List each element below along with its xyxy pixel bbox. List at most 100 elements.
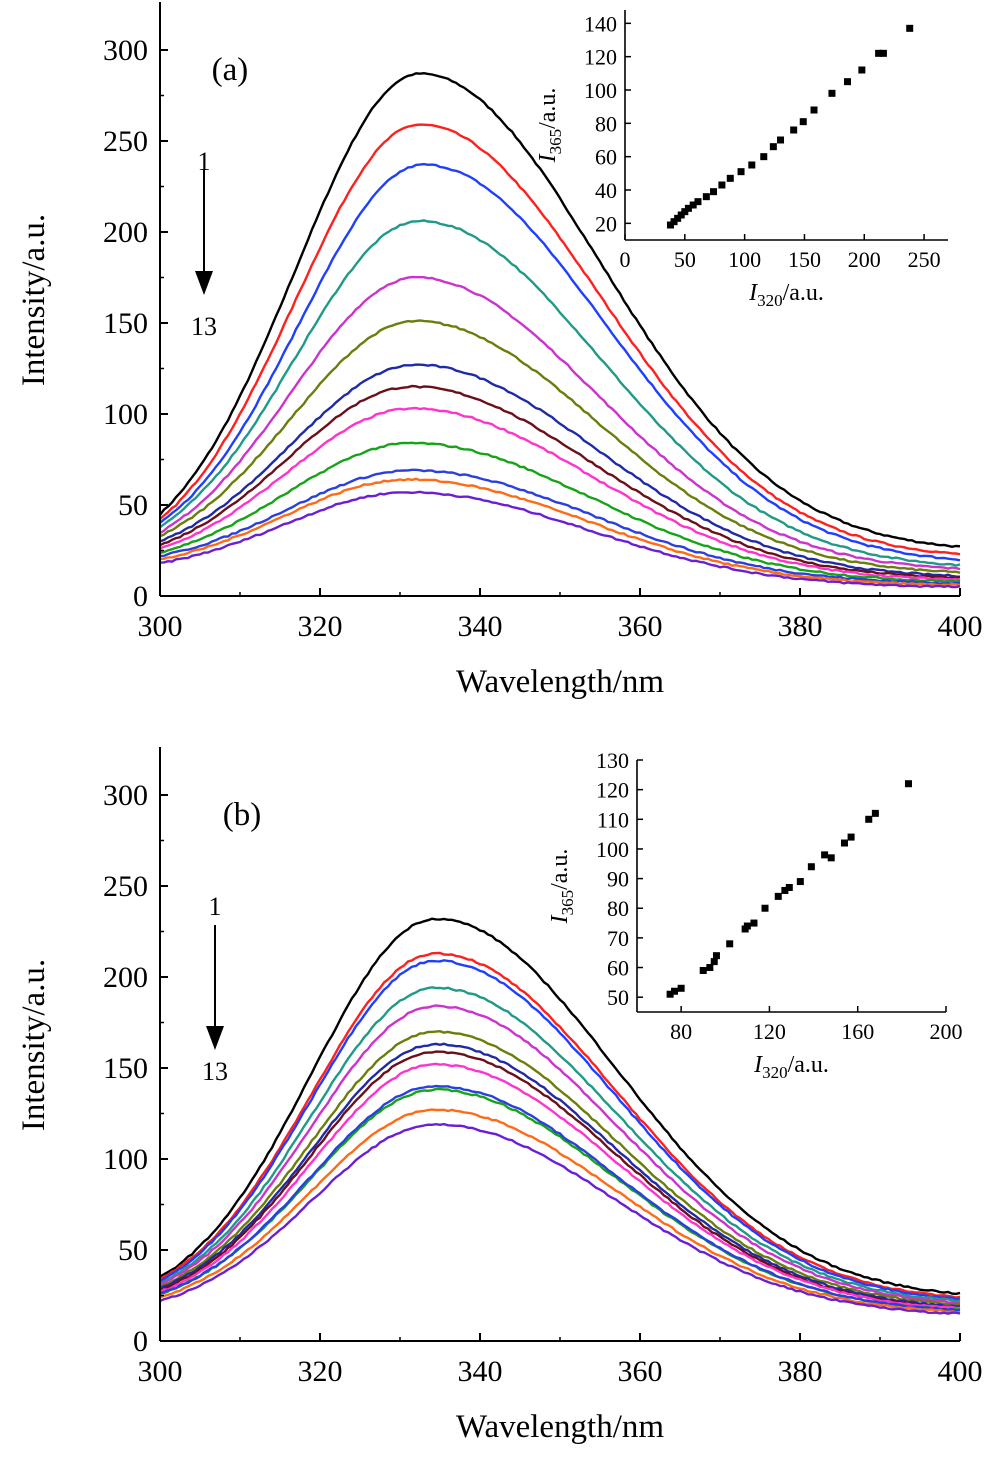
inset-data-point	[858, 66, 866, 74]
series-line-4	[159, 219, 961, 567]
inset-y-tick-label: 60	[607, 956, 629, 981]
series-line-8	[159, 384, 961, 580]
inset-data-point	[904, 780, 912, 788]
trend-arrow-head	[206, 1026, 224, 1050]
series-line-12	[159, 477, 961, 587]
inset-y-tick-label: 80	[607, 896, 629, 921]
inset-y-tick-label: 60	[595, 145, 617, 170]
inset-y-tick-label: 70	[607, 926, 629, 951]
inset-data-point	[699, 966, 707, 974]
x-tick-label: 380	[778, 610, 823, 643]
series-line-9	[159, 1062, 961, 1310]
series-line-3	[159, 162, 961, 562]
inset-data-point	[674, 214, 682, 222]
arrow-end-label: 13	[191, 312, 217, 341]
inset-y-tick-label: 130	[596, 748, 629, 773]
inset-plot: 0 50 100 150 200 250 20 40 60 80 100 120 140 I320/a.u…	[535, 10, 948, 310]
inset-data-point	[774, 892, 782, 900]
inset-data-point	[712, 952, 720, 960]
x-tick-label: 320	[298, 1355, 343, 1388]
inset-x-tick-label: 50	[674, 247, 696, 272]
inset-data-point	[871, 809, 879, 817]
arrow-end-label: 13	[202, 1057, 228, 1086]
y-tick-label: 200	[103, 961, 148, 994]
inset-data-point	[828, 89, 836, 97]
inset-data-point	[710, 188, 718, 196]
x-tick-label: 340	[458, 1355, 503, 1388]
inset-data-point	[865, 815, 873, 823]
inset-data-point	[681, 208, 689, 216]
inset-data-point	[761, 904, 769, 912]
arrow-start-label: 1	[198, 147, 211, 176]
x-tick-label: 360	[618, 1355, 663, 1388]
x-tick-label: 400	[938, 610, 983, 643]
inset-data-point	[796, 878, 804, 886]
inset-x-tick-label: 120	[753, 1019, 786, 1044]
x-tick-label: 340	[458, 610, 503, 643]
inset-data-point	[666, 221, 674, 229]
series-line-11	[159, 1084, 961, 1312]
inset-data-point	[748, 161, 756, 169]
y-tick-label: 100	[103, 1143, 148, 1176]
y-axis-title: Intensity/a.u.	[16, 214, 52, 386]
inset-y-tick-label: 140	[584, 11, 617, 36]
arrow-start-label: 1	[209, 892, 222, 921]
inset-y-tick-label: 110	[597, 807, 629, 832]
inset-data-point	[906, 24, 914, 32]
inset-data-point	[718, 181, 726, 189]
inset-data-point	[677, 984, 685, 992]
inset-x-tick-label: 80	[670, 1019, 692, 1044]
inset-data-point	[710, 958, 718, 966]
series-line-10	[159, 441, 961, 583]
x-tick-label: 320	[298, 610, 343, 643]
inset-x-tick-label: 200	[930, 1019, 963, 1044]
inset-data-point	[840, 839, 848, 847]
series-line-13	[159, 490, 961, 589]
inset-y-tick-label: 50	[607, 985, 629, 1010]
y-axis-title: Intensity/a.u.	[16, 959, 52, 1131]
series-line-11	[159, 468, 960, 585]
x-tick-label: 300	[138, 610, 183, 643]
y-tick-label: 50	[118, 489, 148, 522]
inset-x-tick-label: 100	[728, 247, 761, 272]
inset-data-point	[684, 204, 692, 212]
inset-data-point	[847, 833, 855, 841]
x-axis-title: Wavelength/nm	[456, 1409, 664, 1445]
y-tick-label: 250	[103, 125, 148, 158]
series-line-7	[159, 363, 961, 578]
series-line-1	[159, 71, 961, 549]
x-axis-title: Wavelength/nm	[456, 664, 664, 700]
y-tick-label: 250	[103, 870, 148, 903]
inset-data-point	[702, 193, 710, 201]
inset-y-tick-label: 100	[584, 78, 617, 103]
series-line-1	[159, 917, 961, 1296]
panel-label: (a)	[212, 52, 249, 88]
inset-data-point	[821, 851, 829, 859]
inset-y-axis-title: I365/a.u.	[547, 849, 577, 925]
inset-data-point	[750, 919, 758, 927]
x-tick-label: 360	[618, 610, 663, 643]
inset-y-tick-label: 120	[596, 778, 629, 803]
inset-x-tick-label: 150	[788, 247, 821, 272]
inset-data-point	[737, 168, 745, 176]
inset-data-point	[810, 106, 818, 114]
inset-data-point	[807, 863, 815, 871]
y-tick-label: 300	[103, 34, 148, 67]
series-line-4	[159, 986, 961, 1303]
y-tick-label: 0	[133, 1325, 148, 1358]
inset-data-point	[875, 49, 883, 57]
inset-y-tick-label: 80	[595, 111, 617, 136]
inset-data-point	[726, 940, 734, 948]
inset-data-point	[694, 198, 702, 206]
inset-data-point	[799, 118, 807, 126]
inset-y-tick-label: 100	[596, 837, 629, 862]
x-tick-label: 380	[778, 1355, 823, 1388]
inset-data-point	[726, 174, 734, 182]
inset-data-point	[827, 854, 835, 862]
y-tick-label: 50	[118, 1234, 148, 1267]
x-tick-label: 300	[138, 1355, 183, 1388]
inset-x-axis-title: I320/a.u.	[753, 1052, 829, 1082]
panel-label: (b)	[223, 797, 261, 833]
